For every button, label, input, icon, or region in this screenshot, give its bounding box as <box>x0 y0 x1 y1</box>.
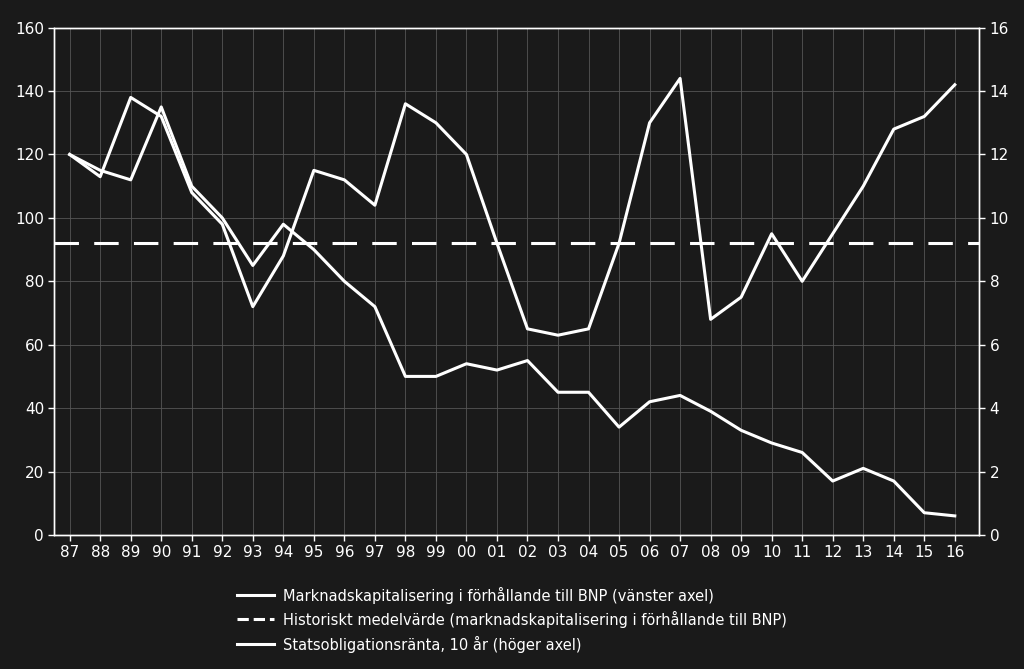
Marknadskapitalisering i förhållande till BNP (vänster axel) <box>155 112 167 120</box>
Statsobligationsränta, 10 år (höger axel) <box>705 407 717 415</box>
Statsobligationsränta, 10 år (höger axel) <box>490 366 503 374</box>
Marknadskapitalisering i förhållande till BNP (vänster axel) <box>216 220 228 228</box>
Statsobligationsränta, 10 år (höger axel) <box>857 464 869 472</box>
Statsobligationsränta, 10 år (höger axel) <box>613 423 626 431</box>
Statsobligationsränta, 10 år (höger axel) <box>278 220 290 228</box>
Marknadskapitalisering i förhållande till BNP (vänster axel) <box>247 302 259 310</box>
Statsobligationsränta, 10 år (höger axel) <box>583 388 595 396</box>
Statsobligationsränta, 10 år (höger axel) <box>796 448 808 456</box>
Statsobligationsränta, 10 år (höger axel) <box>552 388 564 396</box>
Statsobligationsränta, 10 år (höger axel) <box>919 508 931 516</box>
Statsobligationsränta, 10 år (höger axel) <box>430 373 442 381</box>
Marknadskapitalisering i förhållande till BNP (vänster axel) <box>857 182 869 190</box>
Marknadskapitalisering i förhållande till BNP (vänster axel) <box>307 167 319 175</box>
Statsobligationsränta, 10 år (höger axel) <box>155 103 167 111</box>
Marknadskapitalisering i förhållande till BNP (vänster axel) <box>490 240 503 248</box>
Marknadskapitalisering i förhållande till BNP (vänster axel) <box>888 125 900 133</box>
Legend: Marknadskapitalisering i förhållande till BNP (vänster axel), Historiskt medelvä: Marknadskapitalisering i förhållande til… <box>231 581 793 658</box>
Marknadskapitalisering i förhållande till BNP (vänster axel) <box>399 100 412 108</box>
Statsobligationsränta, 10 år (höger axel) <box>766 439 778 447</box>
Marknadskapitalisering i förhållande till BNP (vänster axel) <box>919 112 931 120</box>
Marknadskapitalisering i förhållande till BNP (vänster axel) <box>369 201 381 209</box>
Statsobligationsränta, 10 år (höger axel) <box>674 391 686 399</box>
Marknadskapitalisering i förhållande till BNP (vänster axel) <box>461 151 473 159</box>
Marknadskapitalisering i förhållande till BNP (vänster axel) <box>552 331 564 339</box>
Statsobligationsränta, 10 år (höger axel) <box>888 477 900 485</box>
Statsobligationsränta, 10 år (höger axel) <box>216 214 228 222</box>
Statsobligationsränta, 10 år (höger axel) <box>307 246 319 254</box>
Marknadskapitalisering i förhållande till BNP (vänster axel) <box>948 81 961 89</box>
Marknadskapitalisering i förhållande till BNP (vänster axel) <box>766 229 778 237</box>
Statsobligationsränta, 10 år (höger axel) <box>185 182 198 190</box>
Statsobligationsränta, 10 år (höger axel) <box>63 151 76 159</box>
Line: Statsobligationsränta, 10 år (höger axel): Statsobligationsränta, 10 år (höger axel… <box>70 107 954 516</box>
Marknadskapitalisering i förhållande till BNP (vänster axel) <box>521 325 534 333</box>
Statsobligationsränta, 10 år (höger axel) <box>735 426 748 434</box>
Statsobligationsränta, 10 år (höger axel) <box>826 477 839 485</box>
Marknadskapitalisering i förhållande till BNP (vänster axel) <box>674 74 686 82</box>
Marknadskapitalisering i förhållande till BNP (vänster axel) <box>613 240 626 248</box>
Marknadskapitalisering i förhållande till BNP (vänster axel) <box>125 94 137 102</box>
Statsobligationsränta, 10 år (höger axel) <box>247 262 259 270</box>
Marknadskapitalisering i förhållande till BNP (vänster axel) <box>796 277 808 285</box>
Marknadskapitalisering i förhållande till BNP (vänster axel) <box>705 315 717 323</box>
Marknadskapitalisering i förhållande till BNP (vänster axel) <box>430 119 442 127</box>
Statsobligationsränta, 10 år (höger axel) <box>948 512 961 520</box>
Statsobligationsränta, 10 år (höger axel) <box>369 302 381 310</box>
Statsobligationsränta, 10 år (höger axel) <box>338 277 350 285</box>
Marknadskapitalisering i förhållande till BNP (vänster axel) <box>643 119 655 127</box>
Line: Marknadskapitalisering i förhållande till BNP (vänster axel): Marknadskapitalisering i förhållande til… <box>70 78 954 335</box>
Marknadskapitalisering i förhållande till BNP (vänster axel) <box>94 173 106 181</box>
Marknadskapitalisering i förhållande till BNP (vänster axel) <box>185 189 198 197</box>
Statsobligationsränta, 10 år (höger axel) <box>521 357 534 365</box>
Statsobligationsränta, 10 år (höger axel) <box>461 360 473 368</box>
Marknadskapitalisering i förhållande till BNP (vänster axel) <box>826 229 839 237</box>
Marknadskapitalisering i förhållande till BNP (vänster axel) <box>338 176 350 184</box>
Marknadskapitalisering i förhållande till BNP (vänster axel) <box>583 325 595 333</box>
Statsobligationsränta, 10 år (höger axel) <box>399 373 412 381</box>
Statsobligationsränta, 10 år (höger axel) <box>125 176 137 184</box>
Marknadskapitalisering i förhållande till BNP (vänster axel) <box>278 252 290 260</box>
Statsobligationsränta, 10 år (höger axel) <box>643 398 655 406</box>
Statsobligationsränta, 10 år (höger axel) <box>94 167 106 175</box>
Marknadskapitalisering i förhållande till BNP (vänster axel) <box>63 151 76 159</box>
Marknadskapitalisering i förhållande till BNP (vänster axel) <box>735 293 748 301</box>
